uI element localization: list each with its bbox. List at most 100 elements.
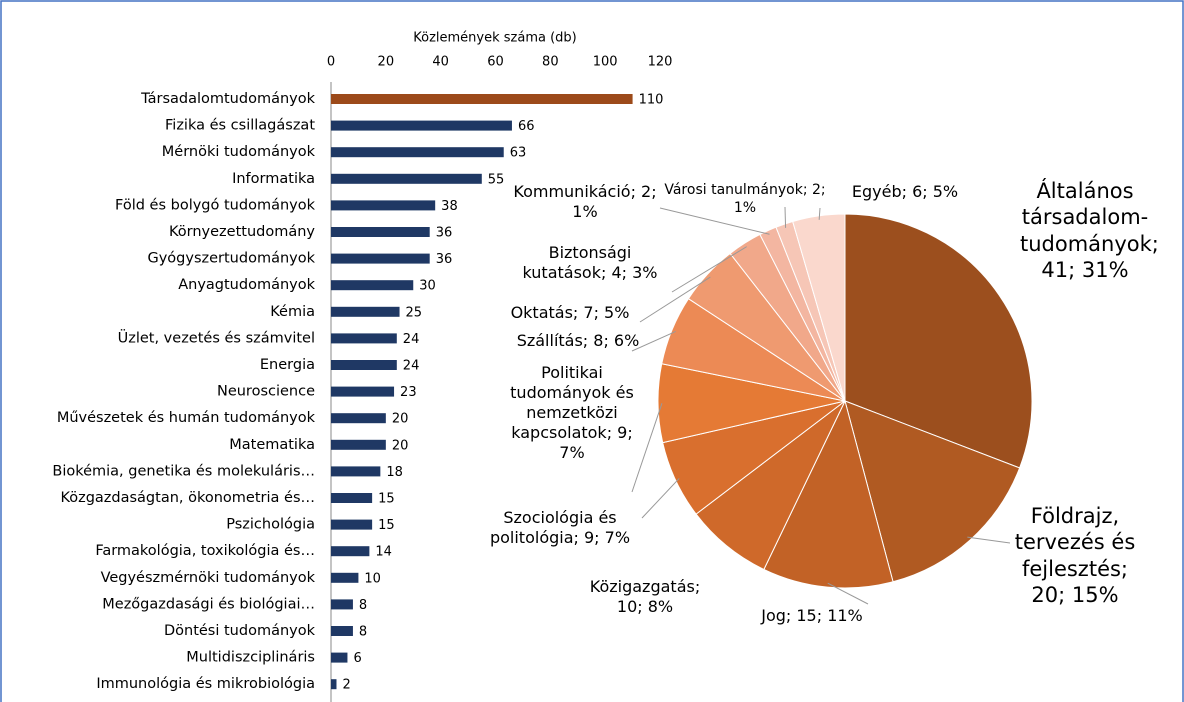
pie-slice: [792, 213, 846, 402]
x-tick-label: 60: [487, 55, 504, 70]
pie-slice: [844, 400, 1021, 583]
pie-label: Városi tanulmányok; 2; 1%: [664, 182, 826, 216]
y-tick-label: Neuroscience: [217, 384, 315, 400]
bar: [331, 572, 359, 583]
x-tick-label: 120: [648, 55, 673, 70]
data-label: 6: [353, 651, 361, 666]
leader-line: [784, 206, 787, 228]
y-tick-label: Gyógyszertudományok: [147, 251, 315, 267]
bar: [331, 227, 430, 237]
y-tick-label: Vegyészmérnöki tudományok: [101, 570, 316, 586]
y-tick-label: Mérnöki tudományok: [162, 144, 316, 160]
pie-slice: [763, 399, 894, 589]
y-tick-label: Pszichológia: [226, 517, 315, 533]
pie-label: Biztonsági kutatások; 4; 3%: [522, 243, 658, 282]
data-label: 8: [359, 598, 367, 613]
x-tick-label: 0: [327, 55, 335, 70]
bar: [331, 599, 353, 610]
pie-label: Földrajz, tervezés és fejlesztés; 20; 15…: [1014, 504, 1136, 607]
bar: [331, 280, 414, 291]
data-label: 55: [488, 172, 505, 187]
pie-label: Egyéb; 6; 5%: [851, 182, 959, 201]
data-label: 25: [406, 305, 423, 320]
bar: [331, 626, 353, 636]
data-label: 30: [419, 279, 436, 294]
y-tick-label: Föld és bolygó tudományok: [115, 197, 316, 213]
data-label: 36: [436, 226, 453, 241]
data-label: 15: [378, 518, 395, 533]
data-label: 18: [386, 465, 403, 480]
data-label: 63: [510, 146, 527, 161]
y-tick-label: Anyagtudományok: [178, 277, 315, 293]
y-tick-label: Döntési tudományok: [164, 623, 316, 639]
y-tick-label: Művészetek és humán tudományok: [57, 410, 316, 426]
bar: [331, 173, 482, 184]
leader-line: [671, 246, 747, 293]
y-tick-label: Multidiszciplináris: [186, 650, 315, 666]
pie-label: Szociológia és politológia; 9; 7%: [489, 508, 631, 547]
pie-label: Kommunikáció; 2; 1%: [513, 182, 657, 221]
leader-line: [659, 207, 770, 235]
bar: [331, 94, 633, 104]
leader-line: [631, 331, 676, 352]
x-axis-title: Közlemények száma (db): [413, 31, 577, 46]
bar: [331, 519, 373, 530]
bar: [331, 333, 397, 344]
y-tick-label: Kémia: [270, 304, 315, 320]
data-label: 14: [375, 545, 392, 560]
pie-label: Közigazgatás; 10; 8%: [589, 577, 701, 616]
y-tick-label: Immunológia és mikrobiológia: [96, 676, 315, 692]
x-tick-label: 80: [542, 55, 559, 70]
bar: [331, 120, 512, 131]
y-tick-label: Társadalomtudományok: [140, 91, 315, 107]
bar: [331, 360, 397, 370]
bar: [331, 493, 373, 503]
y-tick-label: Közgazdaságtan, ökonometria és…: [60, 490, 315, 506]
y-tick-label: Farmakológia, toxikológia és…: [95, 543, 315, 559]
y-tick-label: Üzlet, vezetés és számvitel: [118, 328, 315, 346]
y-tick-label: Energia: [260, 357, 315, 373]
data-label: 110: [639, 93, 664, 108]
pie-slice: [844, 213, 1033, 469]
y-tick-label: Környezettudomány: [169, 224, 315, 240]
y-tick-label: Matematika: [229, 437, 315, 453]
data-label: 20: [392, 438, 409, 453]
pie-label: Általános társadalom-tudományok; 41; 31%: [1020, 179, 1159, 282]
pie-label: Szállítás; 8; 6%: [516, 331, 640, 350]
leader-line: [641, 478, 680, 519]
bar: [331, 652, 348, 663]
data-label: 36: [436, 252, 453, 267]
data-label: 38: [441, 199, 458, 214]
data-label: 2: [342, 678, 350, 693]
bar: [331, 306, 400, 317]
data-label: 20: [392, 412, 409, 427]
leader-line: [631, 403, 663, 493]
leader-line: [818, 207, 821, 220]
pie-label: Politikai tudományok és nemzetközi kapcs…: [510, 363, 634, 462]
bar: [331, 147, 504, 158]
bar: [331, 546, 370, 557]
leader-line: [827, 582, 869, 605]
bar: [331, 200, 436, 211]
y-tick-label: Fizika és csillagászat: [165, 118, 315, 134]
bar: [331, 439, 386, 450]
bar: [331, 466, 381, 477]
data-label: 23: [400, 385, 417, 400]
data-label: 66: [518, 119, 535, 134]
leader-line: [967, 536, 1011, 544]
data-label: 10: [364, 571, 381, 586]
bar: [331, 413, 386, 424]
data-label: 24: [403, 359, 420, 374]
y-tick-label: Informatika: [232, 171, 315, 187]
bar: [331, 386, 395, 397]
pie-label: Jog; 15; 11%: [761, 606, 863, 625]
x-tick-label: 40: [432, 55, 449, 70]
x-tick-label: 100: [593, 55, 618, 70]
bar: [331, 253, 430, 264]
bar: [331, 679, 337, 690]
leader-line: [639, 276, 711, 323]
y-tick-label: Biokémia, genetika és molekuláris…: [52, 463, 315, 479]
